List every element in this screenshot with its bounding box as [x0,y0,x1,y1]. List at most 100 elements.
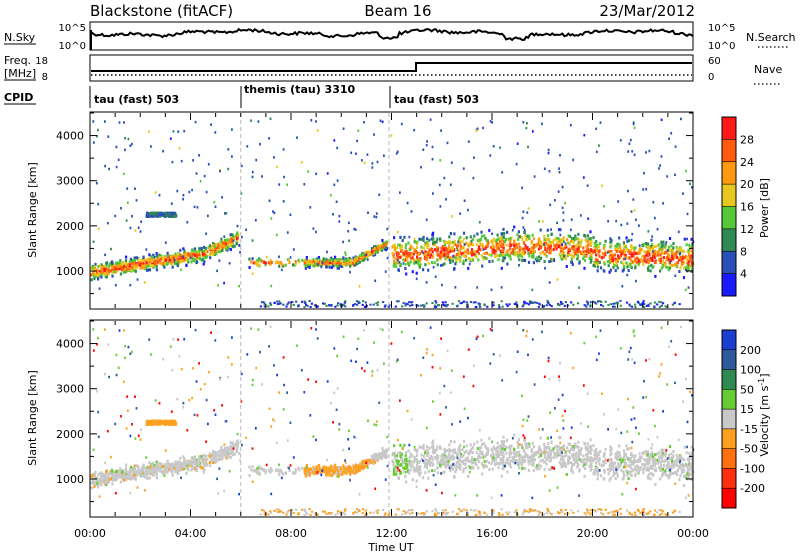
power-cell [250,119,252,122]
power-cell [420,237,423,241]
power-cell [486,242,489,246]
power-cell [433,240,436,244]
power-cell [472,250,475,254]
power-cell [491,250,494,254]
power-cell [184,257,187,261]
power-cell [405,302,408,305]
power-cell [478,247,481,251]
power-cell [199,180,202,183]
velocity-cell [565,473,568,476]
power-cell [344,253,347,256]
power-cell [560,255,563,259]
power-cell [415,246,419,249]
power-cell [226,245,229,249]
power-cell [473,156,475,159]
power-cell [680,263,683,267]
power-cell [383,243,386,247]
power-cell [309,305,312,308]
power-cell [502,256,505,260]
power-cell [454,256,457,260]
velocity-cell [646,461,649,465]
velocity-cell [559,457,562,461]
power-cell [531,233,534,237]
velocity-cell [425,462,428,466]
power-cell [170,211,173,215]
freq-tick-top: 18 [35,56,48,67]
velocity-cell [163,473,166,477]
power-cell [257,120,260,123]
power-cell [394,257,397,261]
power-cell [425,218,428,222]
power-cell [358,285,361,288]
power-cell [364,256,367,260]
power-cell [337,264,340,268]
velocity-cell [614,477,617,481]
velocity-cell [233,452,236,456]
power-cell [258,263,261,267]
power-cell [500,266,503,270]
power-cell [470,248,474,252]
velocity-cell [538,449,541,453]
power-cell [609,237,612,241]
power-cell [568,242,571,246]
velocity-cell [547,451,550,455]
power-cell [212,248,215,252]
velocity-cell [467,459,470,463]
power-cell [567,234,570,238]
nsky-tick-bottom: 10^0 [59,41,86,52]
power-cell [359,256,362,260]
velocity-cell [527,456,530,460]
power-cell [564,242,567,245]
velocity-cell [500,453,503,457]
power-cell [100,268,103,271]
power-cell [431,241,435,245]
power-cell [593,262,596,266]
power-cell [641,260,644,263]
velocity-cell [501,460,505,464]
power-cell [184,252,187,256]
velocity-cell [397,476,400,480]
power-cell [224,212,226,215]
power-cell [113,267,116,271]
power-cell [152,214,155,218]
velocity-cell [601,463,604,467]
power-cell [344,305,347,308]
power-cell [362,252,365,256]
power-cell [547,243,550,247]
velocity-cell [187,468,190,472]
power-cell [252,261,255,265]
power-cell [590,249,593,252]
power-cell [115,266,118,270]
power-cell [558,171,561,174]
velocity-cell [269,470,272,474]
beam-label: Beam 16 [364,2,431,20]
power-cell [297,304,300,307]
power-cell [123,121,125,124]
power-cell [176,254,179,258]
colorbar-swatch [722,184,736,207]
velocity-cell [171,470,174,474]
power-cell [296,136,298,139]
velocity-cell [469,450,473,454]
power-cell [636,300,640,303]
power-cell [207,214,209,218]
velocity-cell [685,451,688,455]
power-cell [212,242,215,245]
power-cell [670,132,673,135]
power-cell [532,245,536,249]
power-cell [392,255,395,259]
power-cell [579,244,582,248]
power-cell [130,268,133,272]
power-cell [557,237,560,241]
power-cell [400,249,403,253]
velocity-cell [626,447,629,451]
power-cell [531,130,534,133]
velocity-cell [186,464,189,468]
velocity-cell [419,468,422,471]
power-cell [204,246,207,250]
power-cell [561,257,564,261]
power-cell [524,246,527,250]
power-cell [535,259,539,263]
power-cell [376,304,379,307]
power-cell [454,286,457,289]
